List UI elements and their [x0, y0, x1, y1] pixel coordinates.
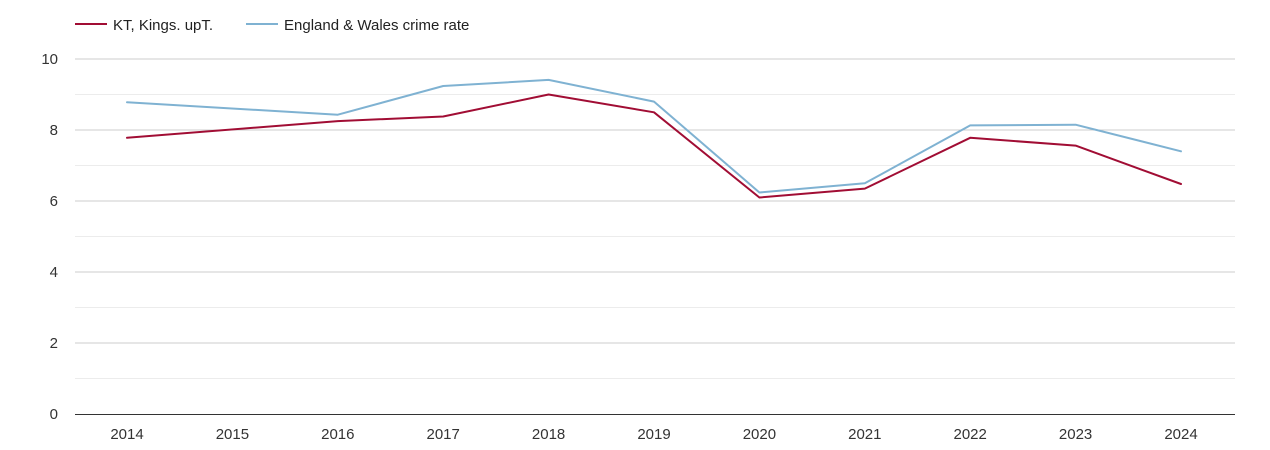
y-tick-label: 2	[50, 335, 58, 352]
x-tick-label: 2019	[637, 426, 670, 443]
y-tick-label: 4	[50, 264, 58, 281]
y-tick-label: 6	[50, 193, 58, 210]
legend-label: England & Wales crime rate	[284, 17, 469, 34]
series-lines	[126, 78, 1182, 199]
series-line-2	[126, 78, 1182, 194]
x-tick-label: 2018	[532, 426, 565, 443]
x-tick-label: 2015	[216, 426, 249, 443]
x-tick-label: 2021	[848, 426, 881, 443]
series-line-1	[126, 93, 1182, 199]
x-tick-label: 2024	[1164, 426, 1197, 443]
x-tick-label: 2016	[321, 426, 354, 443]
y-tick-label: 8	[50, 122, 58, 139]
x-tick-label: 2022	[954, 426, 987, 443]
x-tick-label: 2014	[110, 426, 143, 443]
x-tick-label: 2023	[1059, 426, 1092, 443]
axes: 0 2 4 6 8 10 2014 2015 2016 2017 2018 2019 2020 2021 2…	[41, 51, 1235, 443]
legend: KT, Kings. upT. England & Wales crime rat…	[75, 17, 469, 34]
grid-lines	[75, 58, 1235, 379]
y-tick-label: 0	[50, 406, 58, 423]
y-tick-label: 10	[41, 51, 58, 68]
x-tick-label: 2017	[427, 426, 460, 443]
legend-label: KT, Kings. upT.	[113, 17, 213, 34]
x-tick-label: 2020	[743, 426, 776, 443]
